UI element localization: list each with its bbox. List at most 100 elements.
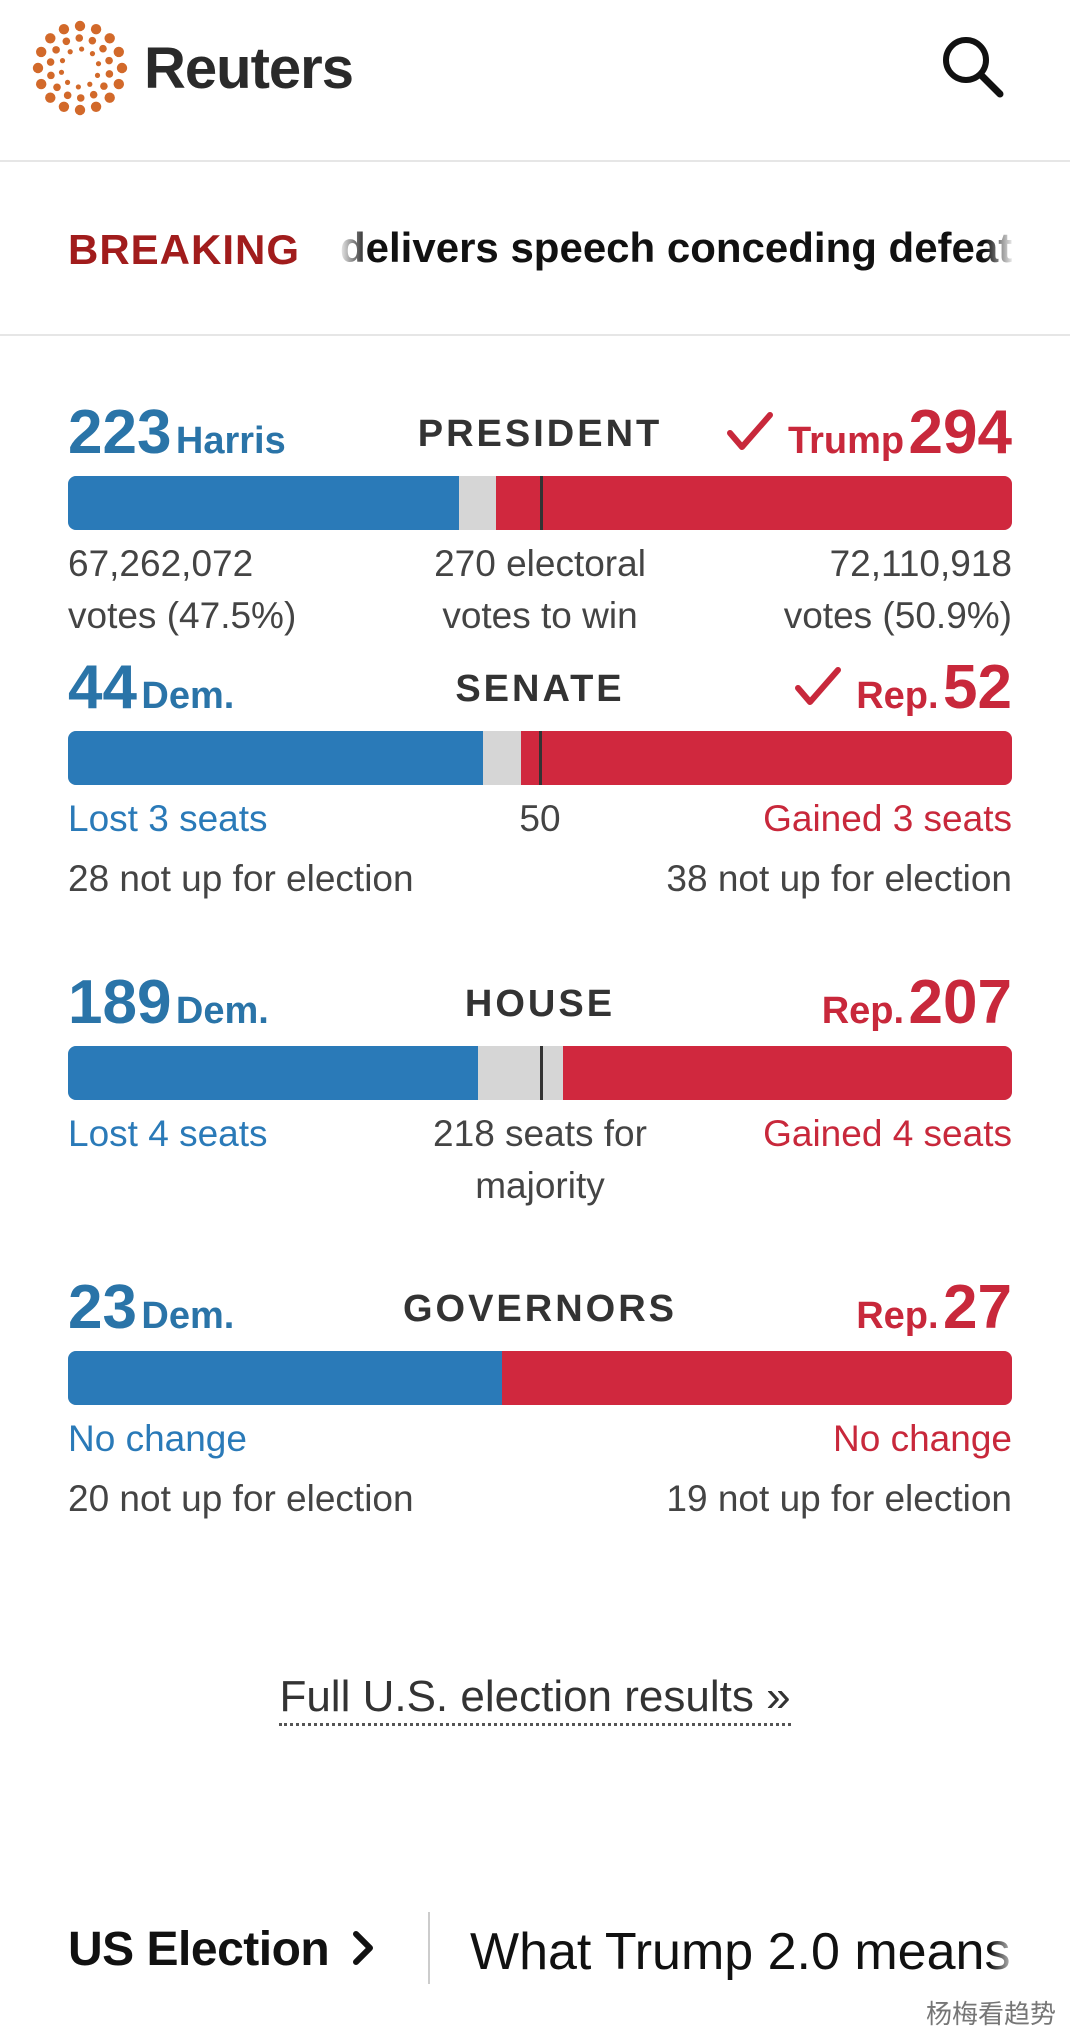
logo-dot [104,92,115,103]
logo-dot [47,71,55,80]
breaking-headline[interactable]: delivers speech conceding defeat [340,224,1012,271]
dem-count: 223 [68,398,172,467]
logo-dot [46,58,55,66]
logo-dot [75,34,84,42]
house-race[interactable]: 189 Dem. HOUSE Rep. 207 Lost 4 seats 218… [68,970,1012,1212]
senate-race[interactable]: 44 Dem. SENATE Rep. 52 Lost 3 seats 50 G… [68,655,1012,905]
rep-count: 207 [908,968,1012,1037]
logo-dot [88,36,97,45]
logo-dot [105,70,114,78]
rep-bar-segment [502,1351,1012,1405]
dem-header: 44 Dem. [68,657,234,719]
threshold-marker [540,476,544,530]
search-icon[interactable] [936,30,1010,104]
threshold-label-1: 270 electoral [434,543,646,584]
race-title: HOUSE [464,983,616,1025]
dem-bar-segment [68,1351,503,1405]
rep-change: Gained 3 seats [763,798,1012,839]
logo-dot [52,46,60,54]
governors-race[interactable]: 23 Dem. GOVERNORS Rep. 27 No change No c… [68,1275,1012,1525]
logo-dot [59,58,66,64]
rep-name: Trump [787,420,905,462]
logo-dot [63,91,72,100]
bottom-nav: US Election What Trump 2.0 means [0,1900,1070,2010]
logo-dot [58,23,70,35]
logo-dot [32,62,44,74]
logo-dot [45,92,56,103]
dem-count: 23 [68,1273,137,1342]
logo-dot [58,69,65,75]
breaking-banner[interactable]: BREAKING delivers speech conceding defea… [0,162,1070,336]
logo-dot [67,49,73,55]
threshold-label-2: votes to win [442,595,638,636]
logo-dot [105,56,113,65]
rep-votes-pct: votes (50.9%) [783,595,1012,636]
divider [428,1912,430,1984]
logo-dot [35,78,47,90]
logo-dot [90,101,102,113]
dem-change: No change [68,1418,247,1459]
rep-bar-segment [562,1046,1012,1100]
rep-count: 27 [943,1273,1012,1342]
rep-header: Rep. 207 [822,972,1012,1034]
dem-votes-pct: votes (47.5%) [68,595,297,636]
logo-dot [99,44,107,53]
rep-votes: 72,110,918 [829,543,1012,584]
dem-votes: 67,262,072 [68,543,254,584]
reuters-logo-icon [32,20,128,116]
logo-dot [58,101,70,113]
full-results-link[interactable]: Full U.S. election results » [279,1672,791,1726]
dem-header: 189 Dem. [68,972,269,1034]
reuters-logo[interactable]: Reuters [30,18,354,118]
full-results: Full U.S. election results » [0,1672,1070,1726]
dem-bar-segment [68,476,460,530]
logo-dot [113,46,125,58]
rep-name: Rep. [856,1295,939,1337]
dem-bar-segment [68,731,484,785]
dem-change: Lost 4 seats [68,1113,268,1154]
dem-name: Dem. [175,990,269,1032]
threshold-marker [538,731,542,785]
watermark: 杨梅看趋势 [925,2000,1056,2030]
rep-not-up: 38 not up for election [666,858,1012,899]
house-bar [68,1046,1012,1100]
section-link[interactable]: US Election [68,1923,330,1976]
logo-dot [104,33,115,44]
threshold-label: 50 [519,798,561,839]
threshold-label-2: majority [475,1165,605,1206]
story-fade-right [990,1910,1020,1990]
logo-dot [95,61,102,67]
dem-name: Dem. [141,675,235,717]
dem-not-up: 20 not up for election [68,1478,414,1519]
dem-not-up: 28 not up for election [68,858,414,899]
dem-count: 44 [68,653,137,722]
rep-header: Rep. 27 [856,1277,1012,1339]
rep-count: 52 [943,653,1012,722]
story-link[interactable]: What Trump 2.0 means [470,1923,1010,1981]
logo-dot [87,81,93,87]
app-header: Reuters [0,0,1070,162]
rep-count: 294 [908,398,1012,467]
rep-change: No change [833,1418,1012,1459]
threshold-marker [539,1046,543,1100]
rep-bar-segment [496,476,1012,530]
president-bar [68,476,1012,530]
dem-change: Lost 3 seats [68,798,268,839]
ticker-fade-left [338,212,368,282]
logo-dot [74,20,86,32]
dem-name: Dem. [141,1295,235,1337]
logo-dot [100,82,108,90]
logo-dot [62,37,71,46]
chevron-right-icon[interactable] [348,1926,378,1970]
governors-bar [68,1351,1012,1405]
president-race[interactable]: 223 Harris PRESIDENT Trump 294 67,262,07… [68,400,1012,642]
logo-dot [79,46,85,52]
rep-not-up: 19 not up for election [666,1478,1012,1519]
logo-dot [90,23,102,35]
rep-name: Rep. [856,675,939,717]
rep-bar-segment [521,731,1012,785]
dem-name: Harris [175,420,286,462]
logo-dot [64,79,71,85]
winner-check-icon [794,667,841,705]
race-title: PRESIDENT [417,413,663,455]
